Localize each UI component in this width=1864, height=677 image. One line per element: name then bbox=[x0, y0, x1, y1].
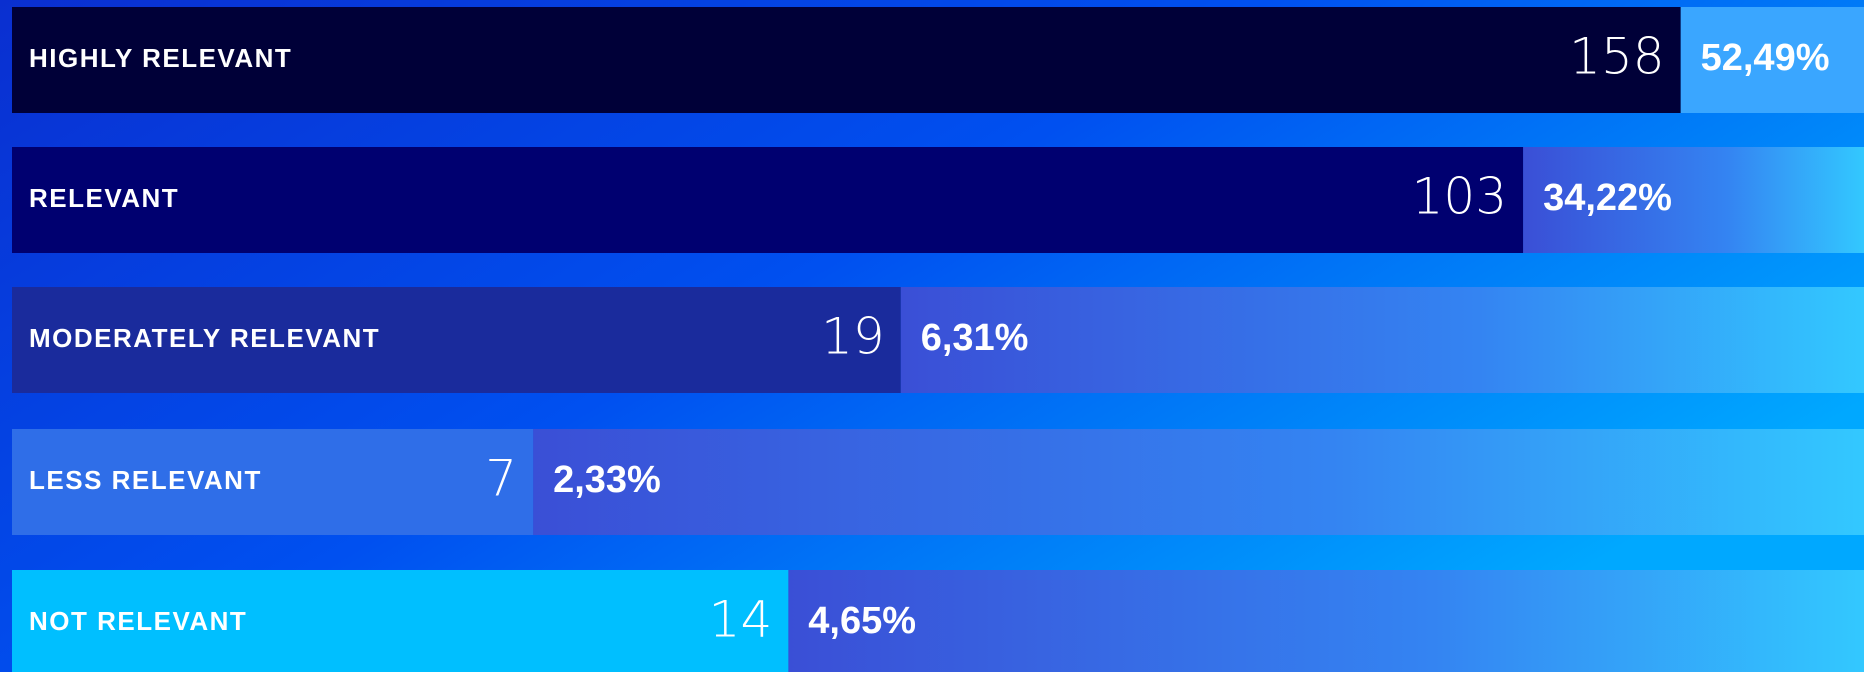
track bbox=[1523, 147, 1864, 253]
bar bbox=[12, 287, 901, 393]
share-label: 4,65% bbox=[808, 600, 916, 642]
track bbox=[1680, 7, 1864, 113]
count-label: 7 bbox=[485, 450, 517, 508]
share-label: 6,31% bbox=[921, 317, 1029, 359]
share-label: 34,22% bbox=[1543, 177, 1672, 219]
track bbox=[900, 287, 1864, 393]
category-label: HIGHLY RELEVANT bbox=[29, 43, 292, 73]
category-label: NOT RELEVANT bbox=[29, 606, 247, 636]
share-label: 52,49% bbox=[1701, 37, 1830, 79]
track bbox=[533, 429, 1864, 535]
bar bbox=[12, 147, 1524, 253]
category-label: RELEVANT bbox=[29, 183, 179, 213]
bar bbox=[12, 429, 534, 535]
count-label: 19 bbox=[821, 308, 885, 366]
share-label: 2,33% bbox=[553, 459, 661, 501]
count-label: 14 bbox=[709, 591, 773, 649]
track bbox=[788, 570, 1864, 676]
category-label: MODERATELY RELEVANT bbox=[29, 323, 380, 353]
count-label: 103 bbox=[1412, 168, 1507, 226]
count-label: 158 bbox=[1569, 28, 1664, 86]
bar bbox=[12, 570, 789, 676]
category-label: LESS RELEVANT bbox=[29, 465, 262, 495]
bar bbox=[12, 7, 1681, 113]
